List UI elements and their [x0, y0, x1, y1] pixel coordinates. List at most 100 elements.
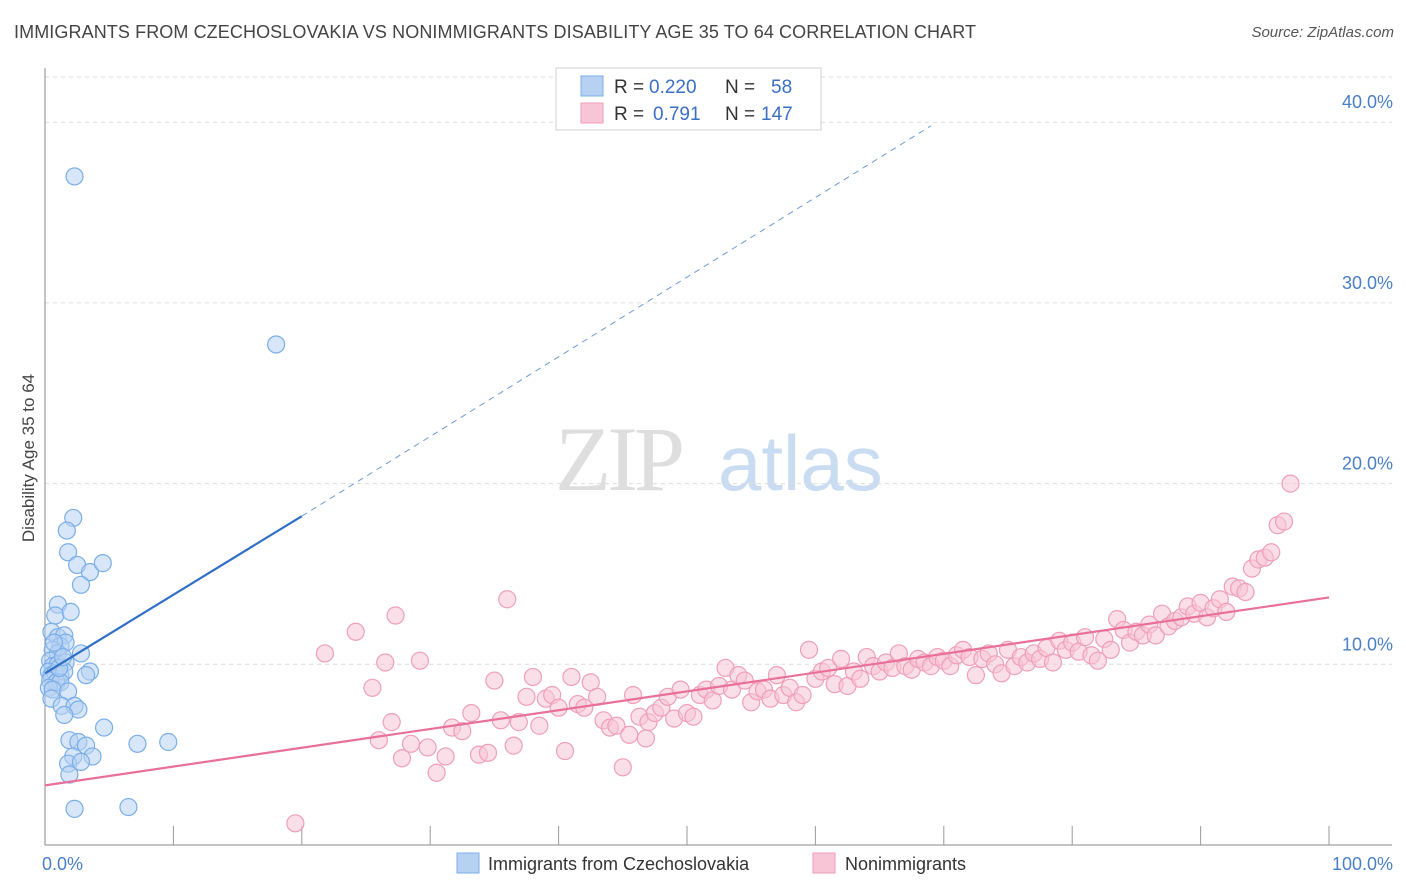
nonimmigrants-point-30: [555, 741, 575, 761]
nonimmigrants-point-38: [607, 716, 626, 735]
nonimmigrants-point-31: [562, 667, 581, 687]
nonimmigrants-point-9: [401, 734, 421, 753]
chart-source: Source: ZipAtlas.com: [1251, 24, 1394, 41]
nonimmigrants-point-8: [392, 749, 412, 768]
nonimmigrants-point-29: [549, 698, 568, 717]
nonimmigrants-point-141: [1262, 543, 1281, 562]
nonimmigrants-point-24: [517, 687, 536, 706]
nonimmigrants-point-123: [1146, 626, 1165, 645]
nonimmigrants-point-43: [636, 729, 656, 748]
nonimmigrants-point-143: [1274, 512, 1294, 531]
nonimmigrants-point-39: [613, 758, 632, 777]
czechoslovakia-trend-line: [44, 515, 303, 675]
chart-title: IMMIGRANTS FROM CZECHOSLOVAKIA VS NONIMM…: [14, 22, 977, 42]
series-legend-label-pink: Nonimmigrants: [845, 854, 966, 874]
nonimmigrants-point-144: [1281, 474, 1300, 493]
czechoslovakia-point-7: [93, 554, 112, 573]
nonimmigrants-point-49: [671, 680, 690, 699]
czechoslovakia-point-54: [119, 797, 138, 817]
nonimmigrants-point-13: [436, 747, 455, 766]
legend-swatch-pink: [580, 102, 604, 124]
nonimmigrants-point-69: [799, 640, 819, 659]
nonimmigrants-point-15: [453, 722, 472, 741]
nonimmigrants-points: [286, 474, 1300, 833]
nonimmigrants-point-74: [831, 649, 851, 668]
y-tick-labels: 10.0% 20.0% 30.0% 40.0%: [1342, 92, 1393, 654]
series-legend-label-blue: Immigrants from Czechoslovakia: [488, 854, 750, 874]
nonimmigrants-point-0: [286, 814, 305, 833]
czechoslovakia-point-33: [76, 666, 96, 685]
nonimmigrants-point-7: [386, 606, 405, 625]
grid-lines: [45, 76, 1392, 665]
y-tick-label-40: 40.0%: [1342, 92, 1393, 112]
czechoslovakia-point-51: [71, 752, 91, 771]
x-tick-label-max: 100.0%: [1332, 854, 1393, 874]
nonimmigrants-point-114: [1088, 651, 1107, 670]
nonimmigrants-point-64: [767, 666, 786, 685]
czechoslovakia-point-41: [55, 705, 74, 724]
nonimmigrants-point-21: [498, 590, 517, 609]
nonimmigrants-point-18: [478, 743, 498, 762]
nonimmigrants-point-26: [530, 716, 549, 735]
x-ticks: [172, 826, 1330, 845]
y-tick-label-20: 20.0%: [1342, 454, 1393, 474]
nonimmigrants-point-4: [369, 731, 388, 750]
nonimmigrants-point-1: [315, 644, 335, 663]
legend-n-value-pink: 147: [761, 104, 793, 125]
nonimmigrants-point-10: [410, 651, 430, 670]
y-tick-label-10: 10.0%: [1342, 634, 1393, 654]
series-legend-swatch-blue: [456, 852, 480, 874]
nonimmigrants-point-6: [382, 713, 401, 732]
legend-r-value-pink: 0.791: [653, 104, 701, 125]
nonimmigrants-point-12: [427, 763, 446, 782]
nonimmigrants-point-95: [966, 666, 986, 685]
nonimmigrants-point-11: [418, 738, 437, 757]
nonimmigrants-trend-line: [44, 596, 1330, 787]
czechoslovakia-trend-extension: [301, 125, 932, 517]
czechoslovakia-point-52: [60, 765, 79, 784]
correlation-legend: R = 0.220 N = 58 R = 0.791 N = 147: [555, 67, 822, 131]
czechoslovakia-point-0: [65, 167, 84, 186]
nonimmigrants-point-22: [504, 736, 523, 755]
nonimmigrants-point-3: [363, 678, 382, 697]
nonimmigrants-point-116: [1101, 640, 1120, 659]
nonimmigrants-point-59: [735, 671, 754, 690]
czechoslovakia-points: [39, 167, 286, 818]
legend-n-value-blue: 58: [771, 77, 792, 98]
legend-r-label-pink: R =: [614, 104, 644, 125]
czechoslovakia-point-1: [267, 335, 286, 354]
legend-n-label-blue: N =: [725, 77, 755, 98]
series-legend-swatch-pink: [812, 852, 836, 874]
watermark-atlas: atlas: [718, 419, 883, 507]
watermark: ZIP atlas: [555, 408, 883, 510]
trend-lines: [44, 125, 1330, 787]
x-tick-label-min: 0.0%: [42, 854, 83, 874]
czechoslovakia-point-6: [80, 563, 100, 582]
legend-n-label-pink: N =: [725, 104, 755, 125]
czechoslovakia-point-11: [61, 602, 80, 622]
czechoslovakia-point-47: [159, 732, 178, 752]
czechoslovakia-point-46: [128, 734, 147, 753]
legend-r-value-blue: 0.220: [649, 77, 697, 98]
nonimmigrants-point-137: [1236, 582, 1255, 602]
nonimmigrants-point-16: [462, 703, 481, 723]
czechoslovakia-point-4: [59, 543, 78, 562]
czechoslovakia-point-3: [57, 521, 76, 540]
y-tick-label-30: 30.0%: [1342, 273, 1393, 293]
nonimmigrants-point-51: [684, 707, 703, 726]
y-axis-label: Disability Age 35 to 64: [19, 374, 38, 542]
legend-r-label-blue: R =: [614, 77, 644, 98]
nonimmigrants-point-2: [346, 622, 365, 641]
nonimmigrants-point-5: [376, 653, 395, 672]
nonimmigrants-point-68: [793, 685, 812, 705]
czechoslovakia-point-8: [71, 575, 91, 594]
watermark-zip: ZIP: [555, 408, 682, 510]
legend-swatch-blue: [580, 75, 604, 97]
czechoslovakia-point-42: [94, 718, 114, 737]
nonimmigrants-point-25: [523, 667, 543, 687]
nonimmigrants-point-77: [851, 669, 870, 688]
nonimmigrants-point-19: [485, 671, 504, 690]
czechoslovakia-point-53: [65, 799, 84, 818]
nonimmigrants-point-23: [509, 713, 528, 732]
